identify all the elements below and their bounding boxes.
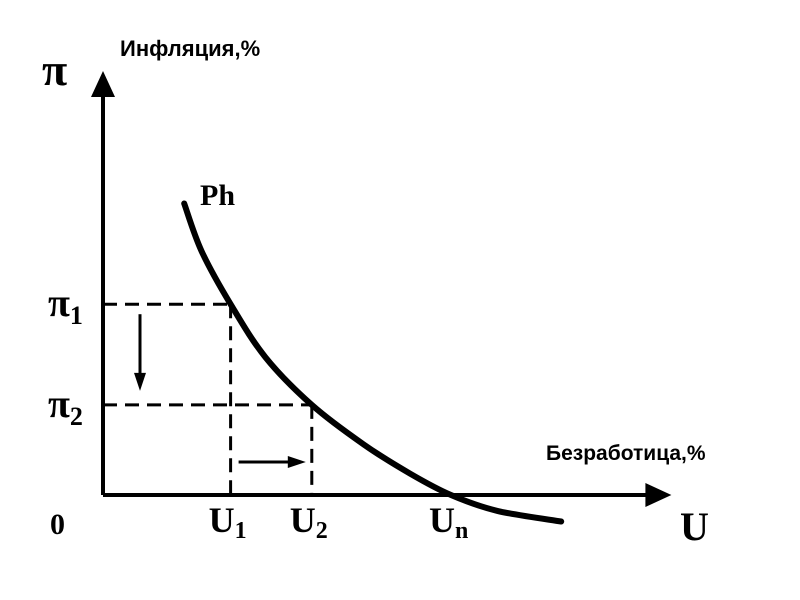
x-tick-subscript: 2: [316, 518, 328, 544]
x-tick-label-n: Un: [429, 500, 468, 544]
y-tick-label-1: π1: [48, 280, 83, 330]
y-tick-subscript: 2: [70, 402, 83, 431]
y-tick-label-2: π2: [48, 381, 83, 431]
x-tick-symbol: U: [209, 500, 235, 540]
shift-arrows: [134, 314, 306, 468]
down-arrow-head: [134, 372, 146, 391]
y-axis-arrowhead: [91, 71, 115, 97]
right-arrow-head: [287, 456, 306, 468]
x-tick-symbol: U: [290, 500, 316, 540]
y-axis-symbol: π: [42, 44, 67, 95]
x-tick-symbol: U: [429, 500, 455, 540]
dashed-guides: [103, 302, 314, 495]
y-tick-subscript: 1: [70, 301, 83, 330]
x-tick-subscript: 1: [235, 518, 247, 544]
x-tick-label-1: U1: [209, 500, 247, 544]
x-tick-label-2: U2: [290, 500, 328, 544]
curve-label: Ph: [200, 179, 235, 212]
axes: [91, 71, 672, 507]
y-tick-symbol: π: [48, 381, 70, 426]
y-axis-title: Инфляция,%: [120, 36, 260, 61]
y-tick-symbol: π: [48, 280, 70, 325]
curve-layer: [181, 200, 565, 525]
x-tick-subscript: n: [455, 518, 468, 544]
labels-layer: Инфляция,% Безработица,% π U 0 Ph π1π2U1…: [42, 36, 709, 549]
x-axis-arrowhead: [645, 483, 672, 507]
x-axis-title: Безработица,%: [546, 442, 706, 465]
origin-label: 0: [50, 508, 65, 541]
x-axis-symbol: U: [680, 504, 709, 549]
phillips-curve-line: [181, 200, 565, 525]
